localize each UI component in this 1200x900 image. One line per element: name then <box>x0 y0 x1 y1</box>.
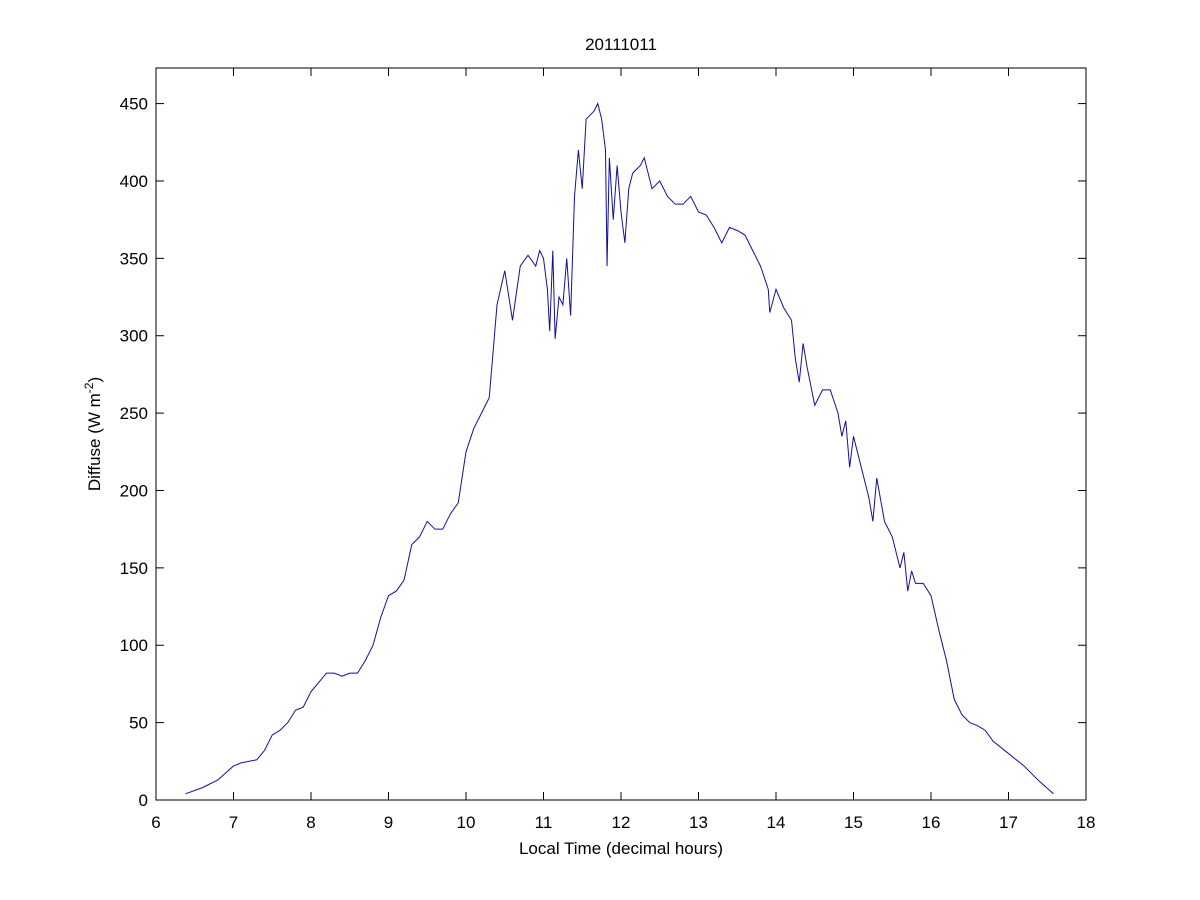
x-tick-label: 11 <box>535 813 553 832</box>
x-tick-label: 17 <box>999 813 1018 832</box>
x-tick-label: 14 <box>767 813 786 832</box>
y-label-sup: -2 <box>82 382 96 393</box>
y-tick-label: 300 <box>120 327 148 346</box>
y-tick-label: 250 <box>120 404 148 423</box>
y-label-text: Diffuse (W m <box>85 393 104 491</box>
x-axis-label: Local Time (decimal hours) <box>519 839 723 858</box>
x-tick-label: 13 <box>689 813 708 832</box>
y-tick-label: 400 <box>120 172 148 191</box>
x-tick-label: 10 <box>457 813 476 832</box>
y-label-suffix: ) <box>85 377 104 383</box>
x-tick-label: 9 <box>384 813 393 832</box>
data-line <box>185 102 1054 795</box>
x-tick-label: 12 <box>612 813 631 832</box>
x-tick-label: 7 <box>229 813 238 832</box>
plot-box <box>155 67 1087 801</box>
x-tick-label: 8 <box>306 813 315 832</box>
x-tick-label: 18 <box>1077 813 1096 832</box>
y-tick-label: 200 <box>120 481 148 500</box>
chart-title: 20111011 <box>585 35 657 54</box>
y-tick-label: 350 <box>120 249 148 268</box>
x-tick-label: 16 <box>922 813 941 832</box>
y-tick-label: 450 <box>120 95 148 114</box>
x-tick-label: 6 <box>151 813 160 832</box>
y-tick-label: 100 <box>120 636 148 655</box>
y-axis-label: Diffuse (W m-2) <box>82 377 104 491</box>
y-tick-label: 50 <box>129 714 148 733</box>
x-tick-label: 15 <box>844 813 863 832</box>
y-tick-label: 150 <box>120 559 148 578</box>
y-tick-label: 0 <box>139 791 148 810</box>
